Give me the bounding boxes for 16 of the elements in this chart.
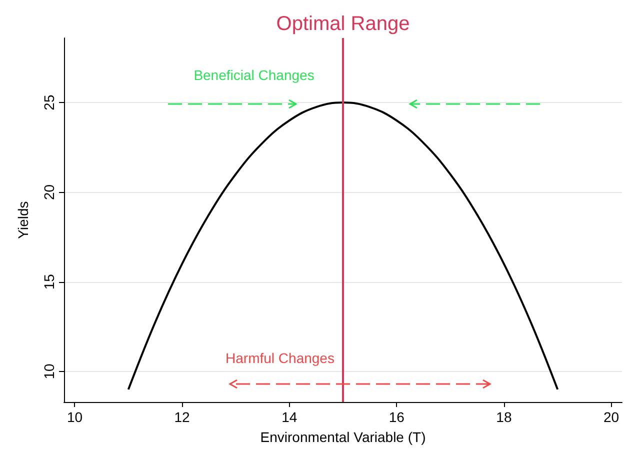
y-tick-label: 15: [41, 274, 57, 290]
x-tick-label: 10: [66, 409, 83, 425]
x-axis-title: Environmental Variable (T): [260, 429, 426, 445]
annotation: Beneficial Changes: [194, 67, 314, 83]
y-tick-label: 10: [41, 364, 57, 380]
y-axis-title: Yields: [15, 201, 31, 239]
x-tick-label: 16: [388, 409, 405, 425]
y-tick-label: 25: [41, 94, 57, 110]
y-tick-label: 20: [41, 184, 57, 200]
annotation: Harmful Changes: [226, 350, 334, 366]
x-tick-label: 12: [174, 409, 190, 425]
ref-line-label: Optimal Range: [276, 13, 410, 35]
line-series: [127, 102, 559, 390]
x-tick-label: 14: [282, 409, 298, 425]
x-tick-label: 18: [496, 409, 512, 425]
x-tick-label: 20: [603, 409, 620, 425]
